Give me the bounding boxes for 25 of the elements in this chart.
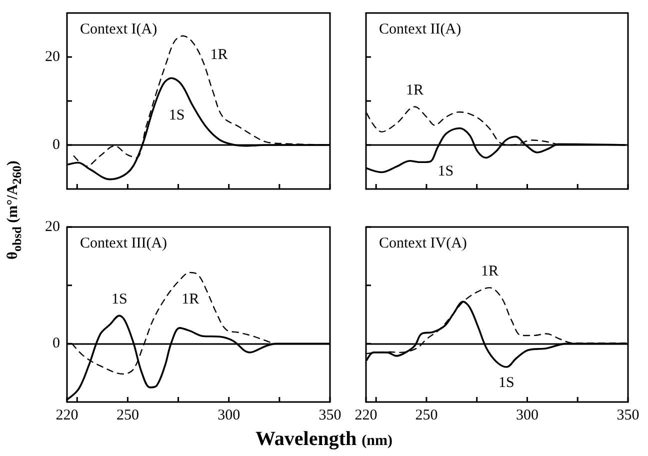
text: Context I(A)	[80, 22, 158, 38]
series-label: 1S	[498, 375, 514, 391]
series-label: 1R	[480, 264, 498, 280]
y-tick-label: 20	[45, 49, 60, 65]
x-tick-label: 300	[218, 408, 240, 424]
x-tick-label: 350	[318, 408, 342, 424]
text: Context II(A)	[379, 22, 462, 38]
series-label: 1R	[182, 292, 200, 308]
x-axis-title: Wavelength (nm)	[254, 428, 394, 451]
y-tick-label: 20	[45, 219, 60, 235]
series-label: 1S	[438, 163, 454, 180]
x-tick-label: 250	[415, 408, 438, 424]
text: Context III(A)	[80, 236, 168, 252]
series-label: 1R	[210, 47, 228, 63]
x-tick-label: 350	[616, 408, 640, 424]
y-tick-label: 0	[52, 336, 60, 352]
series-label: 1S	[168, 107, 185, 124]
series-label: 1S	[111, 292, 128, 308]
x-tick-label: 220	[354, 408, 378, 424]
x-tick-label: 300	[516, 408, 538, 424]
x-tick-label: 250	[116, 408, 139, 424]
text: Context IV(A)	[379, 236, 467, 252]
series-label: 1R	[406, 82, 424, 99]
y-tick-label: 0	[52, 137, 60, 153]
x-tick-label: 220	[56, 408, 78, 424]
